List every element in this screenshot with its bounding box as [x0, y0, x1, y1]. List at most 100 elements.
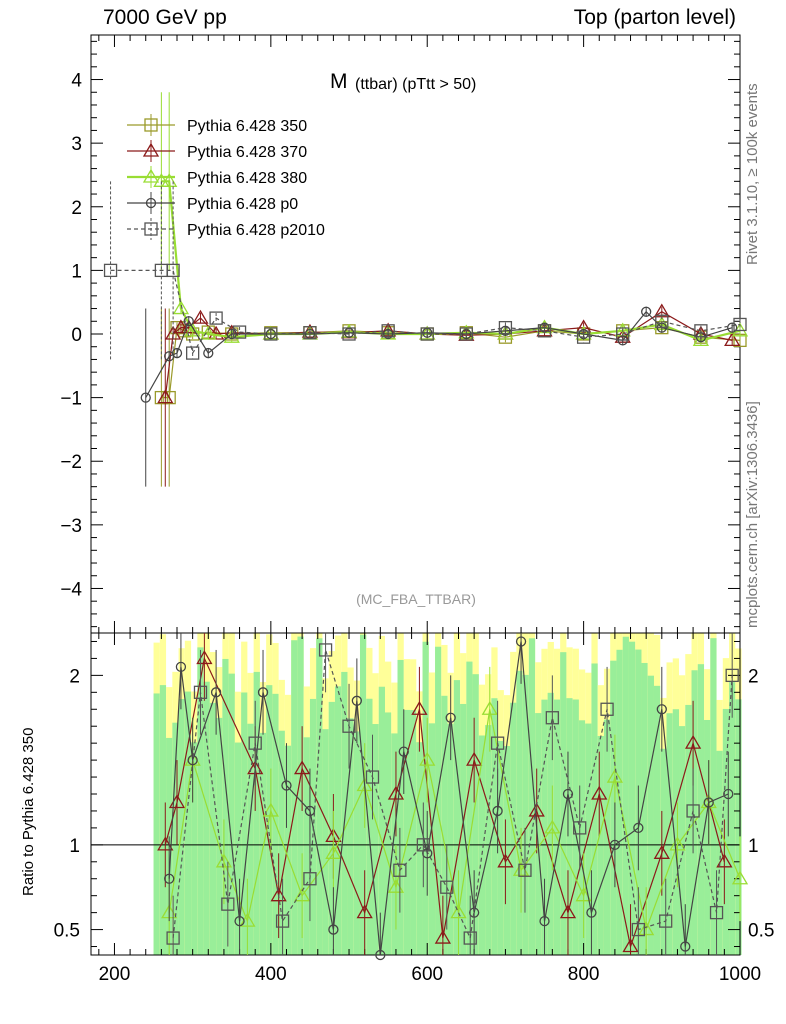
band-green	[253, 671, 260, 955]
series-p0-point	[382, 328, 394, 340]
band-green	[441, 695, 448, 955]
band-green	[622, 636, 629, 955]
y-tick-label: −4	[60, 579, 82, 600]
series-p0-point	[203, 347, 214, 359]
series-350-line	[161, 326, 741, 399]
ratio-series-p2010-point	[166, 931, 180, 945]
header-left: 7000 GeV pp	[103, 6, 227, 29]
y-tick-label: 2	[71, 198, 82, 219]
band-green	[291, 640, 298, 955]
series-p0-point	[500, 325, 511, 336]
ratio-series-370-point	[622, 938, 639, 953]
series-p2010-point	[498, 320, 513, 335]
series-p2010-point	[381, 324, 395, 338]
series-350-point	[154, 390, 169, 405]
series-p0-point	[727, 322, 738, 333]
band-green	[341, 671, 348, 955]
x-tick-label: 400	[255, 964, 287, 985]
band-green	[191, 742, 198, 955]
ratio-series-380-point	[293, 887, 311, 902]
series-p2010-point	[166, 263, 180, 278]
ratio-series-p0-point	[656, 704, 667, 715]
ratio-series-380-point	[325, 845, 342, 859]
series-380-point	[184, 322, 201, 337]
y-tick-label: −2	[60, 452, 82, 473]
legend-entry-370-marker	[142, 142, 160, 157]
ratio-series-380-point	[262, 802, 279, 817]
series-p2010-point	[420, 327, 434, 341]
ratio-series-370-point	[411, 700, 428, 715]
band-green	[466, 661, 473, 955]
ratio-series-p2010-point	[303, 872, 317, 886]
series-p0-point	[140, 392, 151, 403]
ratio-series-p2010-point	[440, 880, 454, 894]
ratio-series-p0-point	[210, 687, 222, 698]
band-green	[297, 636, 304, 955]
ratio-series-p0-point	[515, 636, 527, 647]
band-green	[391, 733, 398, 955]
band-green	[234, 742, 242, 955]
ratio-series-p2010-point	[573, 821, 587, 835]
band-green	[397, 659, 404, 955]
ratio-series-p2010-point	[248, 736, 262, 750]
ratio-series-p0-point	[562, 788, 574, 800]
band-green	[453, 680, 461, 955]
series-370-line	[164, 311, 733, 398]
ratio-series-370-point	[653, 845, 670, 859]
band-green	[472, 674, 479, 955]
legend-entry-p0-marker	[145, 197, 157, 209]
ratio-series-p2010-point	[416, 838, 430, 852]
ratio-series-p2010-point	[600, 702, 614, 716]
band-green	[597, 735, 604, 955]
ratio-series-p0-point	[422, 848, 433, 859]
ratio-series-p2010-point	[631, 922, 645, 937]
band-green	[672, 709, 680, 955]
ratio-series-380-point	[731, 870, 749, 885]
band-green	[328, 701, 335, 955]
legend-entry-370-label: Pythia 6.428 370	[187, 144, 307, 161]
y-tick-label: −1	[60, 389, 82, 410]
ratio-series-p2010-point	[725, 668, 739, 683]
band-green	[585, 723, 592, 955]
band-green	[334, 686, 342, 955]
legend-entry-p0-label: Pythia 6.428 p0	[187, 196, 298, 213]
ratio-series-380-point	[215, 853, 233, 868]
ratio-series-380-point	[606, 768, 624, 783]
series-p2010-point	[209, 311, 223, 325]
ratio-series-p0-point	[234, 915, 245, 927]
ratio-series-p2010-point	[318, 643, 333, 657]
plot-title-main: M	[330, 70, 348, 93]
legend-entry-p2010-label: Pythia 6.428 p2010	[187, 222, 325, 239]
y-tick-label: 1	[71, 261, 82, 282]
band-green	[359, 634, 367, 955]
y-tick-label: −3	[60, 516, 82, 537]
band-green	[385, 712, 392, 955]
ratio-series-370-point	[497, 853, 514, 868]
legend-entry-380-label: Pythia 6.428 380	[187, 170, 307, 187]
series-p2010-point	[655, 314, 669, 328]
ratio-series-p2010-line	[172, 649, 733, 941]
band-green	[241, 692, 248, 955]
ratio-series-380-point	[419, 751, 436, 766]
band-green	[710, 638, 717, 955]
ratio-series-p2010-point	[518, 863, 532, 877]
ratio-series-370-point	[559, 904, 577, 919]
series-p2010-point	[232, 325, 247, 339]
band-green	[566, 698, 573, 955]
ratio-series-p2010-point	[709, 905, 724, 920]
series-p2010-point	[459, 327, 473, 341]
band-green	[347, 718, 354, 955]
series-p0-line	[145, 310, 733, 398]
band-green	[516, 670, 523, 955]
band-green	[435, 646, 442, 955]
band-green	[153, 693, 160, 955]
ratio-series-370-point	[528, 802, 545, 817]
band-green	[403, 709, 411, 955]
band-green	[197, 647, 204, 955]
series-p2010-point	[342, 327, 356, 341]
band-green	[722, 708, 730, 955]
band-green	[591, 663, 598, 955]
ratio-series-p0-point	[633, 822, 644, 834]
ratio-series-p2010-point	[393, 863, 407, 877]
legend-entry-350-label: Pythia 6.428 350	[187, 118, 307, 135]
